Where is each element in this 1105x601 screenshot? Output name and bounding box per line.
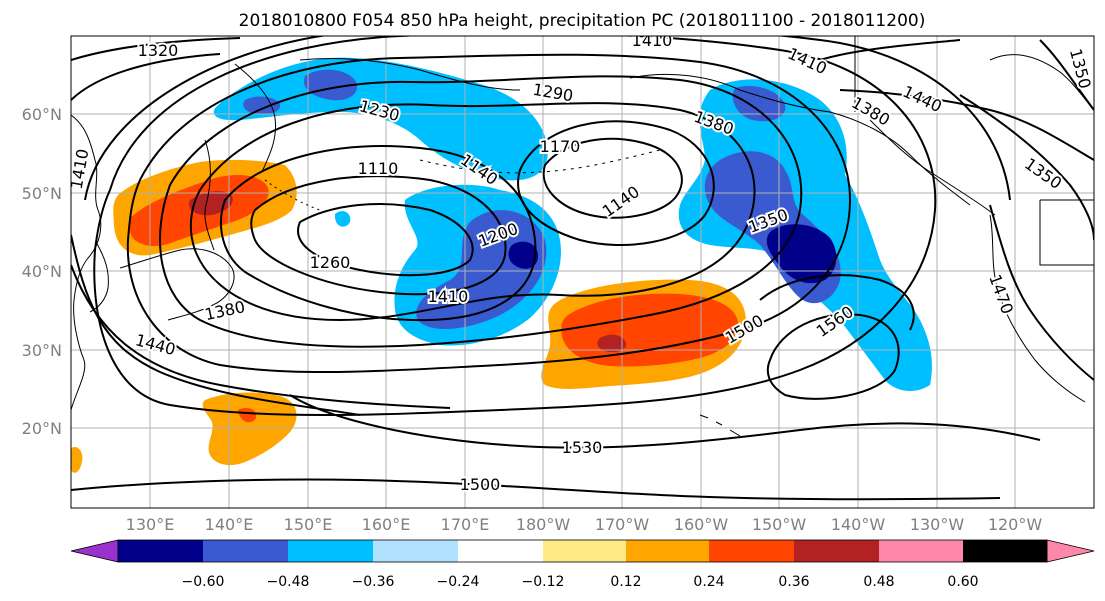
colorbar-segment (963, 540, 1047, 562)
kuril-chain (264, 179, 326, 213)
lat-label: 60°N (22, 105, 62, 124)
map-panel: 1320 1410 1410 1440 1350 1230 1290 1380 … (71, 31, 1094, 508)
hawaii-isles (699, 414, 741, 437)
precip-neg-central-strong (508, 241, 538, 269)
lon-label: 160°W (674, 515, 729, 534)
lat-label: 50°N (22, 184, 62, 203)
height-contours (71, 36, 1094, 501)
colorbar-tick-label: −0.36 (352, 574, 395, 590)
precip-pos-central-strong (597, 334, 626, 352)
colorbar-segment (203, 540, 288, 562)
colorbar-tick-label: 0.48 (863, 574, 894, 590)
colorbar-under-arrow (70, 539, 119, 563)
alaska-panhandle (869, 119, 996, 216)
aleutian-chain (419, 149, 661, 174)
precip-neg-east-mid2 (732, 85, 786, 122)
precip-neg-central-mid (416, 210, 547, 330)
precip-pos-coast-sliver (71, 446, 83, 473)
japan-coast (119, 248, 235, 321)
na-interior-line2 (1039, 200, 1094, 266)
na-west-coast (989, 214, 1086, 403)
precip-neg-north-core2 (243, 96, 281, 115)
lon-label: 120°W (988, 515, 1043, 534)
contour-label: 1530 (562, 438, 603, 457)
contour-label: 1410 (632, 31, 673, 50)
colorbar-tick-label: 0.36 (778, 574, 809, 590)
colorbar-tick-label: −0.60 (182, 574, 225, 590)
colorbar-tick-label: −0.48 (267, 574, 310, 590)
lon-label: 140°E (205, 515, 254, 534)
contour-label: 1170 (540, 137, 581, 156)
colorbar-frame (117, 539, 1048, 563)
precip-neg-north-band (213, 57, 548, 181)
lon-label: 140°W (831, 515, 886, 534)
lon-axis: 130°E 140°E 150°E 160°E 170°E 180°W 170°… (126, 515, 1043, 534)
lon-label: 160°E (362, 515, 411, 534)
colorbar-tick-label: −0.12 (522, 574, 565, 590)
bering-coast (299, 57, 521, 91)
colorbar-segment (709, 540, 794, 562)
lon-label: 130°E (126, 515, 175, 534)
precip-neg-small-blob (334, 211, 351, 227)
sakhalin (204, 139, 215, 251)
colorbar-segment (288, 540, 373, 562)
colorbar-segment (373, 540, 458, 562)
lon-label: 180°W (516, 515, 571, 534)
colorbar-segment (879, 540, 963, 562)
lon-label: 170°E (441, 515, 490, 534)
colorbar-over-arrow (1046, 539, 1095, 563)
lon-label: 170°W (595, 515, 650, 534)
lon-label: 150°E (284, 515, 333, 534)
precip-pos-subtropical-core (238, 407, 257, 423)
map-title: 2018010800 F054 850 hPa height, precipit… (239, 11, 926, 31)
precip-neg-north-core (304, 69, 358, 101)
map-frame (70, 35, 1095, 509)
contour-label: 1320 (138, 41, 179, 60)
colorbar-segment (543, 540, 626, 562)
contour-label: 1500 (460, 475, 501, 494)
graticule (71, 36, 1094, 508)
lon-label: 150°W (752, 515, 807, 534)
contour-label: 1410 (428, 287, 469, 306)
lon-label: 130°W (910, 515, 965, 534)
coastlines (71, 36, 1094, 437)
lat-label: 40°N (22, 262, 62, 281)
colorbar-tick-label: −0.24 (437, 574, 480, 590)
colorbar-segment (458, 540, 543, 562)
colorbar: −0.60 −0.48 −0.36 −0.24 −0.12 0.12 0.24 … (70, 539, 1095, 590)
precip-neg-east-strong (766, 224, 837, 284)
lat-axis: 60°N 50°N 40°N 30°N 20°N (22, 105, 62, 438)
colorbar-tick-label: 0.24 (693, 574, 724, 590)
colorbar-segment (626, 540, 709, 562)
asia-coast (71, 114, 102, 411)
colorbar-tick-label: 0.12 (610, 574, 641, 590)
colorbar-segment (118, 540, 203, 562)
kamchatka-coast (234, 63, 277, 173)
colorbar-tick-label: 0.60 (947, 574, 978, 590)
colorbar-segment (794, 540, 879, 562)
contour-label: 1260 (310, 253, 351, 272)
contour-label: 1110 (358, 159, 399, 178)
lat-label: 20°N (22, 419, 62, 438)
lat-label: 30°N (22, 341, 62, 360)
